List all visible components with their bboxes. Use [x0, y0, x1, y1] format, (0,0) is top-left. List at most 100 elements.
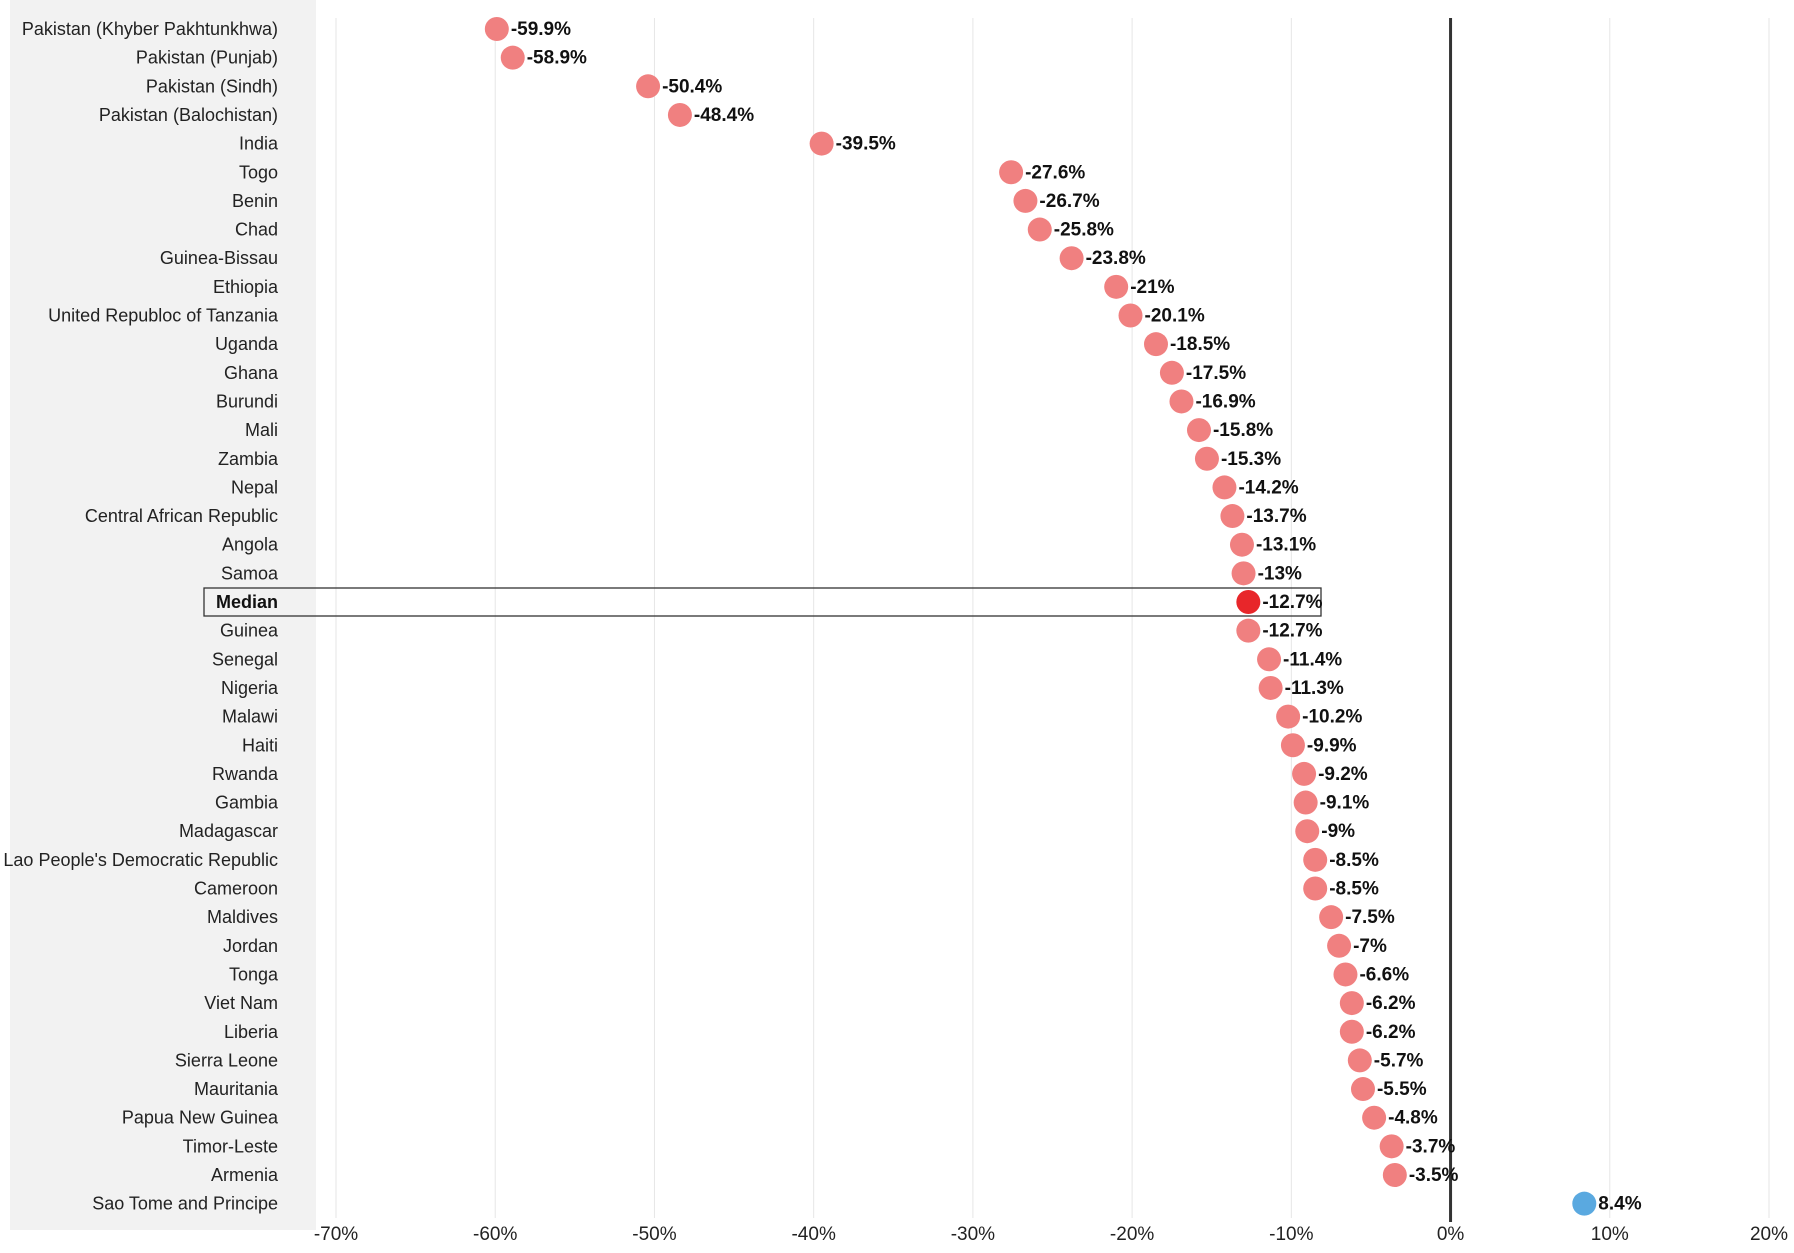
data-point: [999, 160, 1024, 185]
data-point: [1293, 790, 1318, 815]
data-point: [500, 45, 525, 70]
data-point: [1257, 647, 1282, 672]
category-label: Malawi: [222, 707, 278, 727]
category-label: Haiti: [242, 735, 278, 755]
data-point: [1319, 905, 1344, 930]
data-point: [1362, 1105, 1387, 1130]
category-label: Rwanda: [212, 764, 279, 784]
data-point: [1169, 389, 1194, 414]
category-label: United Republoc of Tanzania: [48, 306, 279, 326]
data-point: [1280, 733, 1305, 758]
data-label: -13.1%: [1256, 535, 1316, 556]
data-label: -15.8%: [1213, 420, 1273, 441]
category-label: Sierra Leone: [175, 1050, 278, 1070]
data-point: [667, 102, 692, 127]
data-point: [1303, 876, 1328, 901]
category-label: Timor-Leste: [183, 1136, 278, 1156]
data-label: -27.6%: [1025, 162, 1085, 183]
data-label: -7.5%: [1345, 907, 1395, 928]
data-point: [809, 131, 834, 156]
x-tick-label: -10%: [1269, 1224, 1313, 1245]
category-label: Armenia: [211, 1165, 279, 1185]
data-label: -7%: [1353, 936, 1387, 957]
category-label: Nepal: [231, 477, 278, 497]
data-label: -3.7%: [1406, 1136, 1456, 1157]
data-label: -4.8%: [1388, 1108, 1438, 1129]
category-label: India: [239, 134, 279, 154]
category-label: Angola: [222, 535, 279, 555]
data-label: -16.9%: [1195, 391, 1255, 412]
data-point: [1143, 332, 1168, 357]
data-label: -50.4%: [662, 76, 722, 97]
data-label: -12.7%: [1262, 592, 1322, 613]
data-point: [1059, 246, 1084, 271]
data-point: [1220, 504, 1245, 529]
data-label: -15.3%: [1221, 449, 1281, 470]
data-point: [1231, 561, 1256, 586]
category-label: Mauritania: [194, 1079, 279, 1099]
x-tick-label: -60%: [473, 1224, 517, 1245]
category-label: Viet Nam: [204, 993, 278, 1013]
data-label: -20.1%: [1145, 306, 1205, 327]
category-label: Uganda: [215, 334, 279, 354]
category-label: Chad: [235, 220, 278, 240]
category-label: Zambia: [218, 449, 279, 469]
data-point: [1303, 847, 1328, 872]
data-point: [1572, 1191, 1597, 1216]
data-label: -9.9%: [1307, 735, 1357, 756]
category-label: Ghana: [224, 363, 279, 383]
data-label: -6.6%: [1359, 964, 1409, 985]
data-point: [1333, 962, 1358, 987]
data-point: [636, 74, 661, 99]
category-label: Jordan: [223, 936, 278, 956]
category-label-panel: [10, 0, 316, 1230]
data-point: [1236, 618, 1261, 643]
data-label: -21%: [1130, 277, 1174, 298]
data-point: [1027, 217, 1052, 242]
data-label: -11.3%: [1285, 678, 1344, 699]
data-label: -5.7%: [1374, 1050, 1424, 1071]
x-tick-label: -30%: [951, 1224, 995, 1245]
median-highlight-box: [203, 587, 1322, 617]
data-point: [1229, 532, 1254, 557]
category-label: Papua New Guinea: [122, 1108, 279, 1128]
data-label: -17.5%: [1186, 363, 1246, 384]
data-point: [1295, 819, 1320, 844]
data-point: [1382, 1163, 1407, 1187]
category-label: Cameroon: [194, 879, 278, 899]
category-label: Central African Republic: [85, 506, 278, 526]
data-point: [1327, 933, 1352, 958]
data-label: -6.2%: [1366, 1022, 1416, 1043]
x-tick-label: -70%: [314, 1224, 358, 1245]
category-label: Pakistan (Balochistan): [99, 105, 278, 125]
data-point: [1159, 360, 1184, 385]
data-point: [484, 17, 509, 41]
data-point: [1339, 1019, 1364, 1044]
data-label: -48.4%: [694, 105, 754, 126]
data-label: -25.8%: [1054, 220, 1114, 241]
category-label: Madagascar: [179, 821, 278, 841]
category-label: Mali: [245, 420, 278, 440]
x-tick-label: 0%: [1437, 1224, 1465, 1245]
category-label: Senegal: [212, 649, 278, 669]
data-point: [1379, 1134, 1404, 1159]
data-label: -3.5%: [1409, 1165, 1459, 1186]
data-point: [1292, 761, 1317, 786]
data-label: -13.7%: [1246, 506, 1306, 527]
category-label: Pakistan (Punjab): [136, 48, 278, 68]
data-label: -18.5%: [1170, 334, 1230, 355]
data-point: [1104, 274, 1129, 299]
category-label: Maldives: [207, 907, 278, 927]
data-label: -5.5%: [1377, 1079, 1427, 1100]
x-tick-label: -40%: [791, 1224, 835, 1245]
data-label: -11.4%: [1283, 649, 1342, 670]
category-label: Gambia: [215, 793, 279, 813]
data-label: 8.4%: [1598, 1194, 1641, 1215]
data-label: -23.8%: [1086, 248, 1146, 269]
category-label: Samoa: [221, 563, 279, 583]
category-label: Guinea-Bissau: [160, 248, 278, 268]
data-point: [1276, 704, 1301, 729]
data-label: -58.9%: [527, 48, 587, 69]
